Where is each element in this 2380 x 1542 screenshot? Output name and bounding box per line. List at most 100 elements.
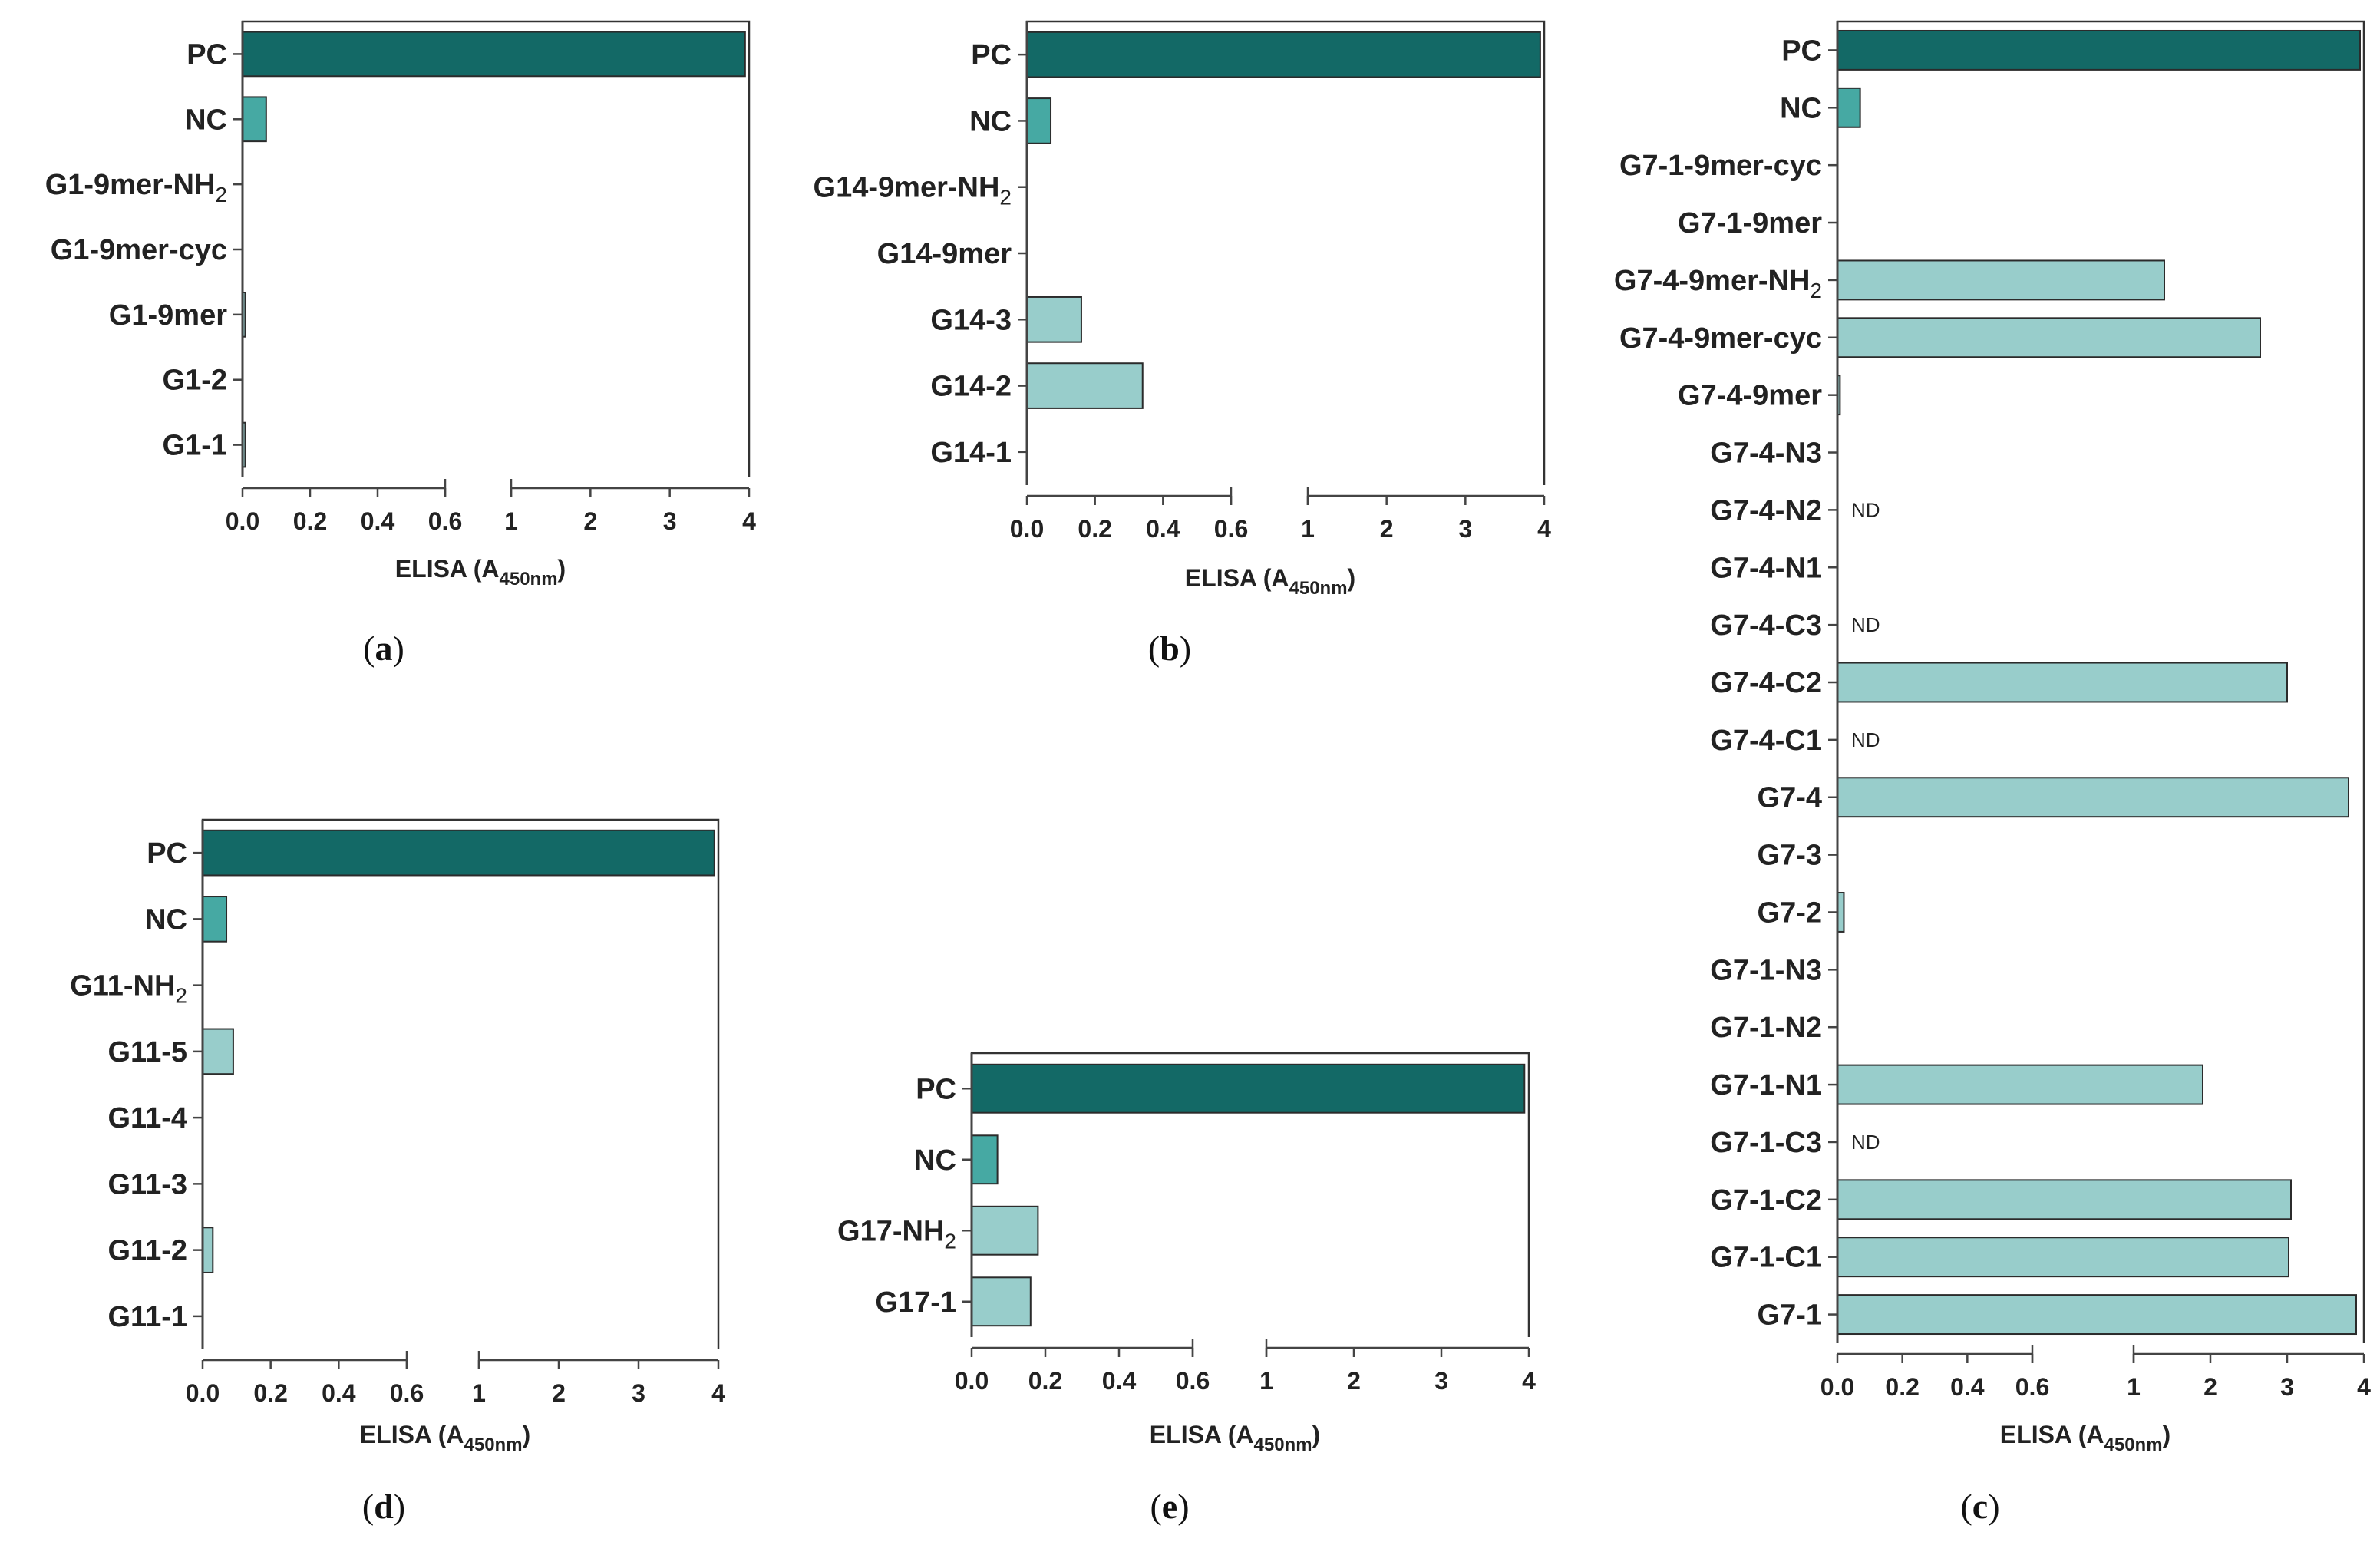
category-label: G7-1: [1758, 1299, 1822, 1332]
category-label: G7-1-C2: [1710, 1184, 1822, 1217]
category-label-text: G14-9mer-NH: [814, 172, 1000, 204]
x-tick-label: 0.0: [1010, 515, 1044, 543]
not-determined-label: ND: [1851, 498, 1880, 521]
category-label: G11-5: [107, 1036, 187, 1068]
x-tick-label: 4: [711, 1379, 725, 1407]
bar-g17-nh: [971, 1205, 1039, 1256]
x-tick-label: 4: [1537, 515, 1551, 543]
x-tick-label: 2: [583, 507, 597, 535]
category-label-text: G7-1: [1758, 1299, 1822, 1332]
category-label: NC: [969, 105, 1012, 137]
category-label-text: NC: [914, 1144, 956, 1177]
bar-pc: [1026, 31, 1541, 78]
panel-label-close: ): [393, 629, 404, 668]
x-tick-label: 0.0: [186, 1379, 220, 1407]
x-tick-label: 2: [552, 1379, 566, 1407]
bar-g7-1-c1: [1837, 1237, 2289, 1278]
x-tick-label: 0.6: [1214, 515, 1248, 543]
panel-label-open: (: [363, 629, 375, 668]
category-label-subscript: 2: [1810, 279, 1822, 302]
panel-label-letter: a: [375, 629, 393, 668]
x-axis-label: ELISA (A450nm): [1150, 1421, 1320, 1455]
bar-g14-3: [1026, 296, 1082, 343]
x-axis-label-prefix: ELISA (A: [1185, 564, 1289, 592]
x-tick-label: 0.2: [1028, 1367, 1062, 1395]
category-label: G14-9mer-NH2: [814, 172, 1012, 210]
category-label-text: G7-4-N2: [1710, 494, 1822, 527]
bar-pc: [971, 1063, 1526, 1114]
category-label: G14-2: [930, 371, 1012, 403]
category-label: G7-4-9mer-cyc: [1619, 322, 1822, 355]
category-label-text: G7-4-C3: [1710, 609, 1822, 642]
bar-g7-4: [1837, 777, 2349, 818]
x-tick-label: 0.6: [428, 507, 462, 535]
x-tick-label: 1: [472, 1379, 486, 1407]
x-axis-label-subscript: 450nm: [464, 1435, 523, 1455]
category-label: G1-9mer-NH2: [45, 169, 227, 206]
category-label-subscript: 2: [999, 186, 1012, 210]
panel-label: (a): [363, 629, 404, 668]
x-tick-label: 3: [663, 507, 677, 535]
x-tick-label: 0.0: [226, 507, 259, 535]
category-label-text: NC: [145, 903, 187, 936]
category-label: G7-2: [1758, 896, 1822, 929]
bar-g14-2: [1026, 362, 1144, 409]
category-label: PC: [971, 39, 1012, 71]
category-label-text: G7-2: [1758, 896, 1822, 929]
panel-label-close: ): [394, 1487, 405, 1526]
panel-a: PCNCG1-9mer-NH2G1-9mer-cycG1-9merG1-2G1-…: [45, 20, 756, 668]
x-tick-label: 3: [1458, 515, 1472, 543]
category-label-text: PC: [187, 38, 227, 71]
category-label: G1-9mer: [109, 299, 227, 332]
panel-label: (c): [1960, 1487, 1999, 1526]
category-label-text: G11-NH: [70, 970, 175, 1002]
category-label: G7-4: [1758, 782, 1822, 814]
bar-g7-1-c2: [1837, 1179, 2292, 1220]
x-axis-label-suffix: ): [2163, 1421, 2171, 1448]
category-label: G1-9mer-cyc: [51, 234, 227, 266]
plot-frame: [201, 818, 720, 1349]
category-label: PC: [187, 38, 227, 71]
category-label-text: G7-4-N1: [1710, 552, 1822, 584]
x-tick-label: 1: [504, 507, 518, 535]
category-label-text: G7-1-C1: [1710, 1242, 1822, 1274]
panel-label-open: (: [362, 1487, 374, 1526]
x-axis-label-prefix: ELISA (A: [360, 1421, 464, 1448]
category-label: PC: [147, 837, 187, 870]
x-tick-label: 0.4: [1102, 1367, 1137, 1395]
category-label: NC: [185, 104, 227, 136]
category-label-text: G7-1-9mer: [1678, 207, 1822, 239]
category-label-text: G14-9mer: [877, 238, 1012, 270]
category-label: G1-1: [163, 430, 227, 462]
x-tick-label: 0.6: [2015, 1373, 2049, 1401]
category-label-text: G7-4-9mer: [1678, 380, 1822, 412]
category-label-text: G11-3: [107, 1168, 187, 1200]
panel-label: (d): [362, 1487, 405, 1526]
x-tick-label: 0.4: [1950, 1373, 1985, 1401]
category-label-text: G7-4: [1758, 782, 1822, 814]
category-label-text: NC: [969, 105, 1012, 137]
category-label-text: PC: [1781, 35, 1822, 67]
x-axis-label-suffix: ): [1348, 564, 1356, 592]
panel-c: PCNCG7-1-9mer-cycG7-1-9merG7-4-9mer-NH2G…: [1614, 20, 2371, 1526]
category-label: G7-1-C3: [1710, 1127, 1822, 1159]
category-label-subscript: 2: [944, 1229, 956, 1253]
category-label-subscript: 2: [175, 984, 187, 1008]
x-tick-label: 3: [2280, 1373, 2294, 1401]
x-tick-label: 1: [1301, 515, 1315, 543]
category-label: G7-1-9mer: [1678, 207, 1822, 239]
category-label: G17-NH2: [837, 1215, 956, 1253]
panel-label-letter: c: [1972, 1487, 1988, 1526]
category-label: G11-1: [107, 1301, 187, 1333]
x-tick-label: 2: [2203, 1373, 2217, 1401]
category-label: G14-3: [930, 304, 1012, 336]
x-axis-label: ELISA (A450nm): [1185, 564, 1355, 599]
category-label-text: G14-2: [930, 371, 1012, 403]
panel-label-close: ): [1177, 1487, 1189, 1526]
panel-label: (b): [1148, 629, 1191, 668]
bar-nc: [242, 96, 267, 143]
x-tick-label: 4: [742, 507, 756, 535]
category-label: G17-1: [875, 1286, 956, 1319]
x-tick-label: 3: [1434, 1367, 1448, 1395]
